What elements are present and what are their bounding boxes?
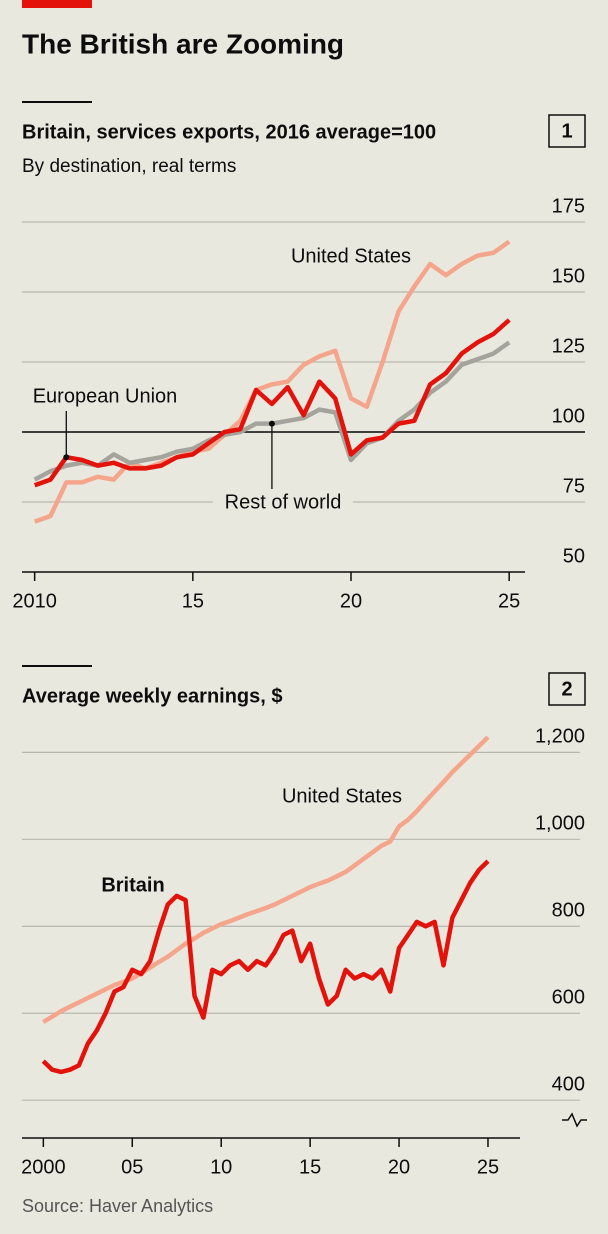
series-label: Rest of world	[225, 491, 342, 513]
series-line	[41, 859, 490, 1075]
series-line	[33, 318, 511, 488]
x-tick-label: 2000	[21, 1156, 66, 1178]
y-tick-label: 600	[552, 987, 585, 1009]
label-background	[213, 490, 353, 516]
source: Source: Haver Analytics	[22, 1196, 213, 1216]
y-tick-label: 100	[552, 405, 585, 427]
y-tick-label: 50	[563, 545, 585, 567]
panel-box	[548, 114, 586, 148]
y-tick-label: 400	[552, 1073, 585, 1095]
series-label: European Union	[33, 385, 178, 407]
series-line	[33, 239, 511, 524]
x-tick-label: 15	[182, 590, 204, 612]
x-tick-label: 2010	[12, 590, 57, 612]
brand-bar	[22, 0, 92, 8]
x-tick-label: 15	[299, 1156, 321, 1178]
y-tick-label: 800	[552, 900, 585, 922]
panel-number: 1	[561, 120, 572, 142]
y-tick-label: 175	[552, 195, 585, 217]
series-label: United States	[282, 785, 402, 807]
series-label: United States	[291, 245, 411, 267]
chart-title: Average weekly earnings, $	[22, 685, 283, 707]
y-tick-label: 1,200	[535, 726, 585, 748]
series-line	[42, 735, 490, 1024]
x-tick-label: 20	[340, 590, 362, 612]
x-tick-label: 20	[388, 1156, 410, 1178]
y-tick-label: 75	[563, 475, 585, 497]
panel-box	[548, 672, 586, 706]
panel-number: 2	[561, 678, 572, 700]
chart-subtitle: By destination, real terms	[22, 156, 236, 177]
annotation-dot	[268, 420, 275, 427]
x-tick-label: 25	[477, 1156, 499, 1178]
page-title: The British are Zooming	[22, 28, 344, 59]
annotation-dot	[63, 454, 70, 461]
y-tick-label: 125	[552, 335, 585, 357]
axis-break	[562, 1112, 587, 1128]
x-tick-label: 25	[498, 590, 520, 612]
x-tick-label: 05	[121, 1156, 143, 1178]
y-tick-label: 1,000	[535, 813, 585, 835]
chart-title: Britain, services exports, 2016 average=…	[22, 121, 436, 143]
series-label: Britain	[101, 874, 164, 896]
y-tick-label: 150	[552, 265, 585, 287]
x-tick-label: 10	[210, 1156, 232, 1178]
